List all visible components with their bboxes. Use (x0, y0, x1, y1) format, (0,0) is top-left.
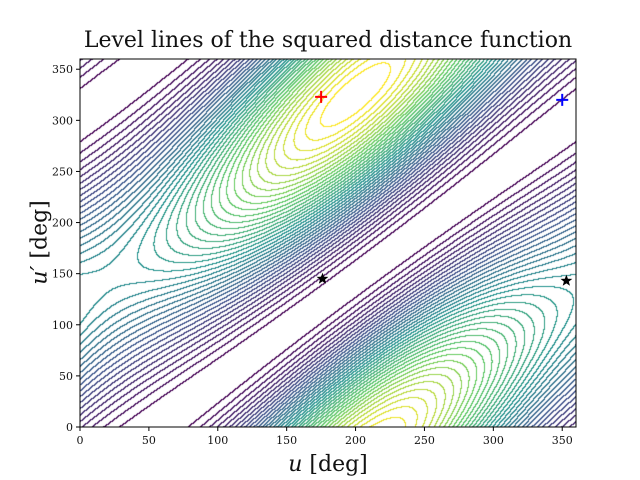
x-tick-label: 50 (142, 434, 156, 447)
x-tick-label: 150 (276, 434, 297, 447)
x-tick-label: 300 (483, 434, 504, 447)
y-axis-label: u′ [deg] (28, 183, 53, 303)
y-tick-label: 50 (59, 370, 73, 383)
star-marker (316, 272, 329, 284)
chart-title: Level lines of the squared distance func… (83, 28, 573, 53)
x-axis-unit: [deg] (309, 452, 368, 477)
x-tick-label: 250 (414, 434, 435, 447)
x-tick-label: 350 (552, 434, 573, 447)
plus-marker (315, 90, 328, 103)
y-tick-label: 0 (66, 421, 73, 434)
star-marker (560, 274, 573, 286)
y-tick-label: 300 (52, 114, 73, 127)
y-tick-label: 250 (52, 165, 73, 178)
x-axis-variable: u (288, 452, 303, 477)
plot-frame (79, 58, 577, 428)
y-tick-label: 350 (52, 63, 73, 76)
y-tick-label: 100 (52, 319, 73, 332)
x-tick-label: 0 (77, 434, 84, 447)
contour-lines (80, 59, 576, 427)
y-tick-label: 150 (52, 268, 73, 281)
plus-marker (556, 93, 569, 106)
y-tick-label: 200 (52, 217, 73, 230)
x-axis-label: u [deg] (0, 452, 640, 477)
x-tick-label: 200 (345, 434, 366, 447)
y-axis-unit: [deg] (27, 200, 53, 259)
y-axis-variable: u′ (27, 265, 53, 285)
x-tick-label: 100 (207, 434, 228, 447)
